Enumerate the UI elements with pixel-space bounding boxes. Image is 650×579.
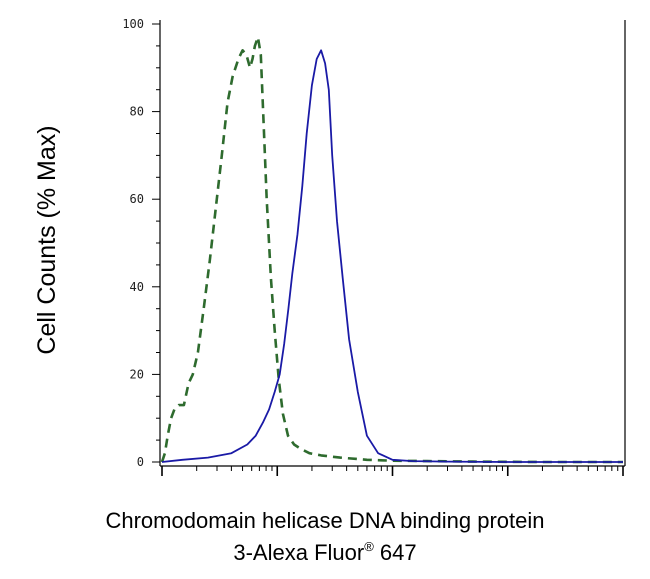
x-axis-title-main: 3-Alexa Fluor [233, 540, 364, 565]
y-tick-label: 20 [130, 367, 144, 381]
series-line-control [160, 35, 623, 464]
series-layer [160, 35, 623, 464]
series-line-sample [161, 49, 623, 463]
x-axis-title-line1: Chromodomain helicase DNA binding protei… [105, 508, 544, 533]
y-tick-label: 40 [130, 280, 144, 294]
x-axis-title-tail: 647 [374, 540, 417, 565]
x-axis-ticks [161, 466, 624, 476]
y-tick-label: 0 [137, 455, 144, 469]
y-tick-label: 60 [130, 192, 144, 206]
y-tick-label: 100 [122, 17, 144, 31]
y-axis-title: Cell Counts (% Max) [33, 125, 61, 354]
y-axis-ticks: 0 20 40 60 80 100 [122, 17, 160, 469]
y-tick-label: 80 [130, 105, 144, 119]
x-axis-title-registered-mark: ® [364, 539, 374, 554]
plot-frame [159, 20, 626, 467]
x-axis-title-line2: 3-Alexa Fluor® 647 [233, 539, 416, 565]
